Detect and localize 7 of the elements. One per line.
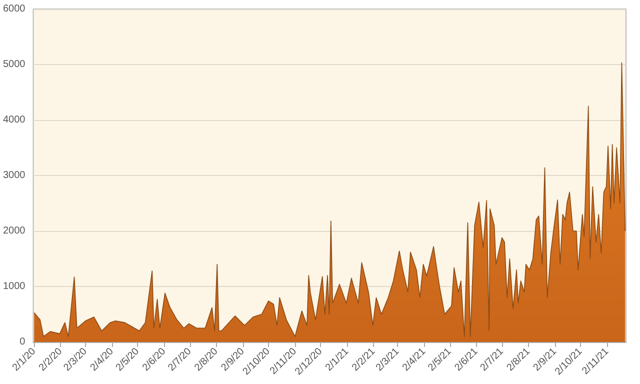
y-tick-label: 0 (20, 336, 26, 348)
y-tick-label: 2000 (2, 226, 26, 236)
y-tick-label: 5000 (2, 59, 26, 70)
y-tick-label: 1000 (2, 281, 26, 292)
y-tick-label: 4000 (2, 114, 26, 126)
y-tick-label: 3000 (2, 170, 26, 181)
y-tick-label: 6000 (2, 4, 26, 14)
